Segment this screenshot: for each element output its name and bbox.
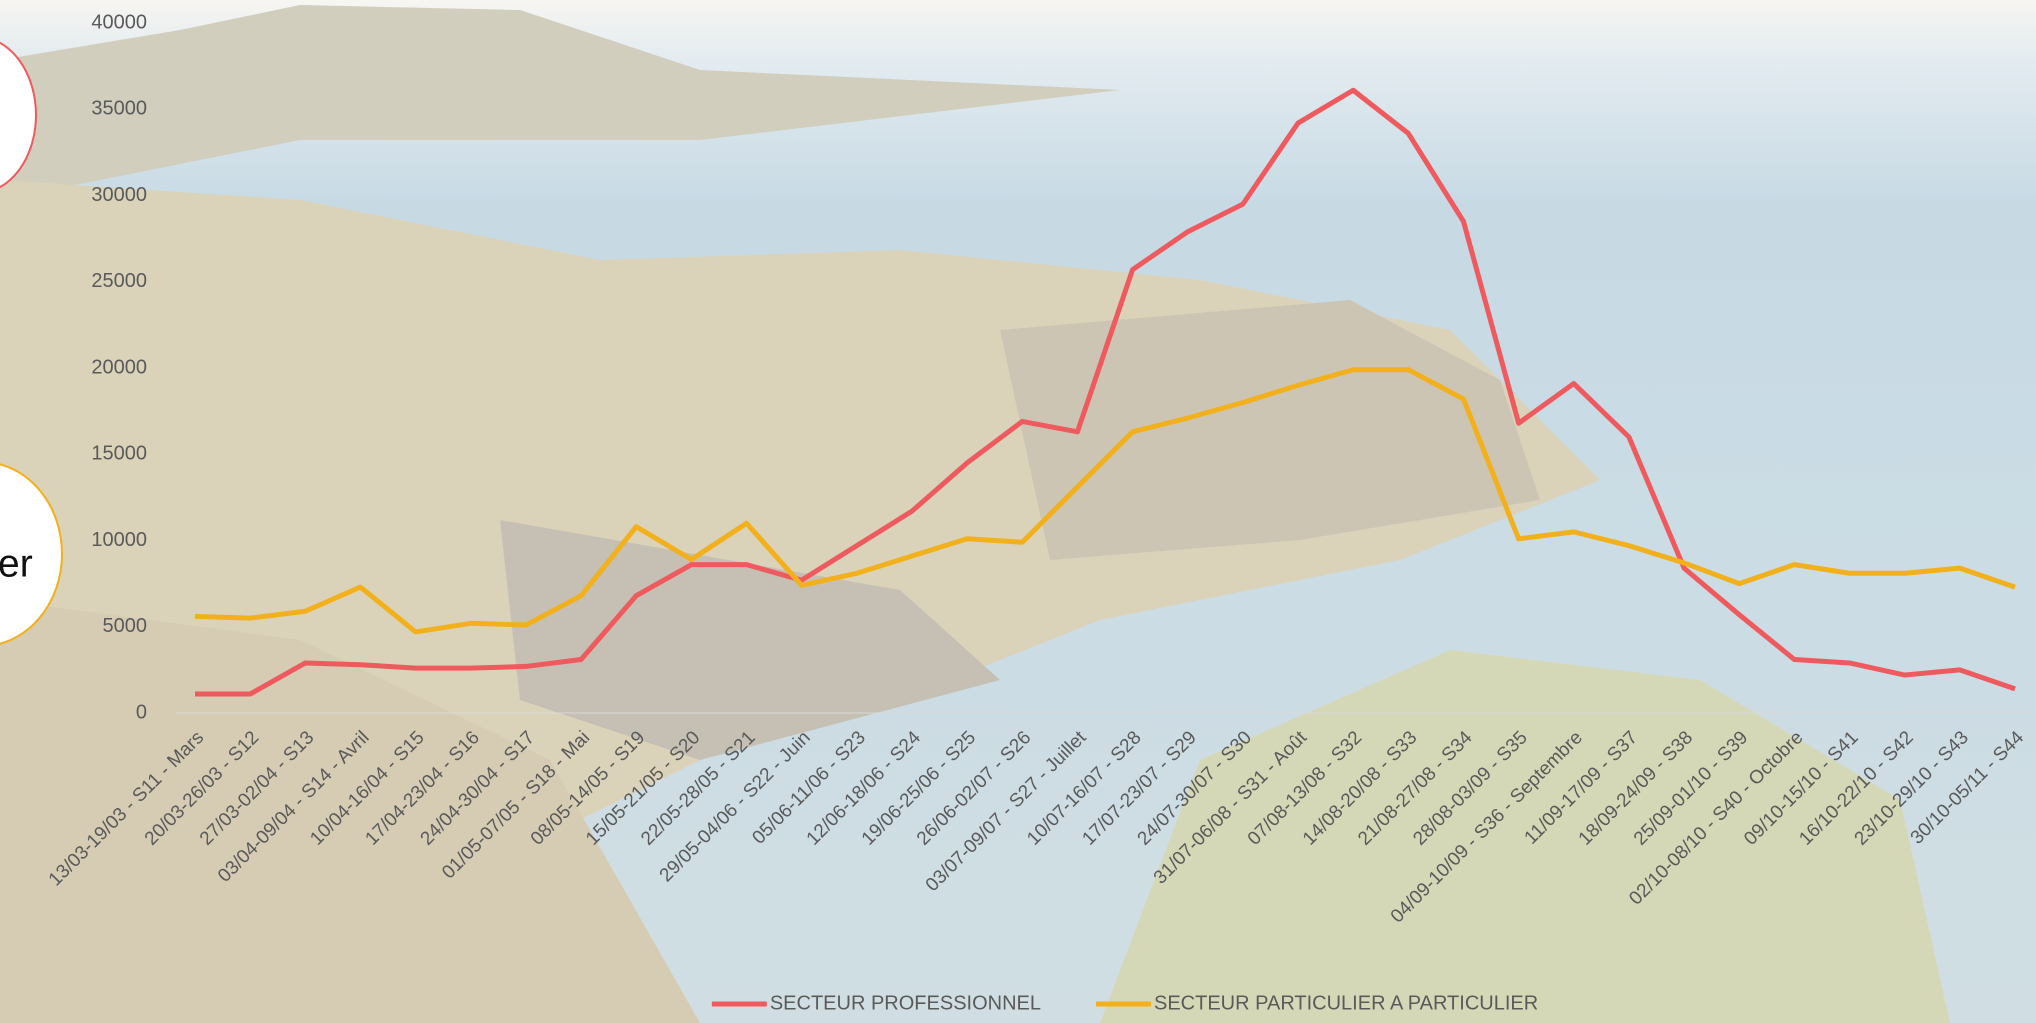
y-tick-label: 40000 [91, 11, 147, 33]
series-line [195, 87, 2016, 697]
legend-label: SECTEUR PARTICULIER A PARTICULIER [1154, 992, 1538, 1014]
y-tick-label: 35000 [91, 98, 147, 120]
series-line [194, 367, 2016, 635]
callout-bubble [0, 463, 63, 645]
y-tick-label: 15000 [91, 443, 147, 465]
y-tick-label: 5000 [103, 615, 148, 637]
callout-bubble [0, 41, 37, 189]
callouts: er [0, 41, 63, 645]
y-tick-label: 30000 [91, 184, 147, 206]
y-tick-label: 0 [136, 701, 147, 723]
y-tick-label: 10000 [91, 529, 147, 551]
legend: SECTEUR PROFESSIONNEL SECTEUR PARTICULIER… [711, 992, 1538, 1014]
y-tick-label: 20000 [91, 356, 147, 378]
y-tick-label: 25000 [91, 270, 147, 292]
legend-label: SECTEUR PROFESSIONNEL [770, 992, 1041, 1014]
callout-text: er [0, 542, 33, 585]
